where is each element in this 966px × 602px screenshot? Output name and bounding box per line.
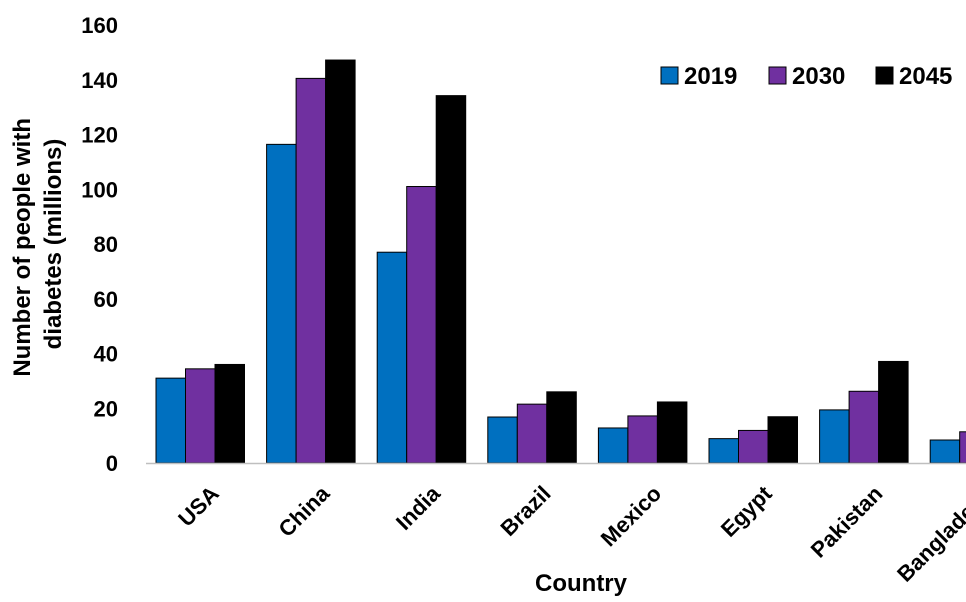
x-tick-label-egypt: Egypt: [716, 480, 777, 541]
bar-2030-mexico: [627, 415, 658, 464]
y-tick-label: 120: [81, 123, 118, 148]
bar-2019-egypt: [708, 438, 739, 464]
y-axis: 0 20 40 60 80 100 120 140 160: [81, 13, 118, 476]
legend: 2019 2030 2045: [660, 63, 952, 90]
bar-2019-brazil: [487, 416, 518, 464]
bar-2045-brazil: [546, 391, 577, 464]
legend-label-2019: 2019: [684, 63, 737, 90]
y-axis-title-line-2: diabetes (millions): [40, 139, 67, 350]
bar-2030-bangladesh: [959, 431, 966, 464]
bar-2030-china: [295, 77, 327, 464]
legend-label-2030: 2030: [792, 63, 845, 90]
legend-swatch-2019: [660, 66, 679, 85]
legend-swatch-2030: [768, 66, 787, 85]
x-tick-label-china: China: [273, 480, 334, 541]
y-tick-label: 100: [81, 177, 118, 202]
bar-2045-mexico: [656, 401, 688, 464]
bar-2030-pakistan: [848, 390, 880, 464]
y-tick-label: 20: [94, 396, 118, 421]
bar-2019-pakistan: [819, 409, 850, 464]
bar-2030-egypt: [738, 429, 769, 464]
y-axis-title-line-1: Number of people with: [9, 118, 36, 377]
x-tick-label-usa: USA: [173, 481, 224, 532]
bar-2019-usa: [155, 377, 186, 464]
bar-2019-bangladesh: [929, 439, 961, 464]
x-axis-title: Country: [535, 570, 628, 597]
y-tick-label: 40: [94, 342, 118, 367]
bars: [155, 59, 966, 464]
bar-2019-china: [266, 143, 297, 464]
bar-2019-mexico: [597, 427, 629, 464]
x-tick-label-bangladesh: Bangladesh: [892, 481, 966, 587]
bar-2045-india: [435, 95, 467, 464]
x-axis: USA China India Brazil Mexico Egypt Pakistan Ba…: [146, 462, 966, 587]
bar-2030-brazil: [516, 403, 548, 464]
y-tick-label: 140: [81, 68, 118, 93]
y-axis-title: Number of people with diabetes (millions…: [9, 111, 67, 376]
bar-2045-usa: [214, 363, 245, 464]
x-tick-label-pakistan: Pakistan: [806, 481, 888, 563]
bar-2030-usa: [185, 368, 216, 464]
legend-label-2045: 2045: [899, 63, 952, 90]
x-tick-label-mexico: Mexico: [596, 481, 666, 551]
y-tick-label: 60: [94, 287, 118, 312]
y-tick-label: 80: [94, 232, 118, 257]
x-tick-label-india: India: [391, 480, 446, 535]
bar-2019-india: [376, 251, 408, 464]
bar-2045-china: [325, 59, 356, 464]
bar-2030-india: [406, 186, 437, 464]
y-tick-label: 0: [106, 451, 118, 476]
x-tick-label-brazil: Brazil: [496, 481, 556, 541]
legend-swatch-2045: [875, 66, 894, 85]
y-tick-label: 160: [81, 13, 118, 38]
bar-2045-pakistan: [878, 360, 909, 464]
bar-2045-egypt: [767, 416, 798, 464]
